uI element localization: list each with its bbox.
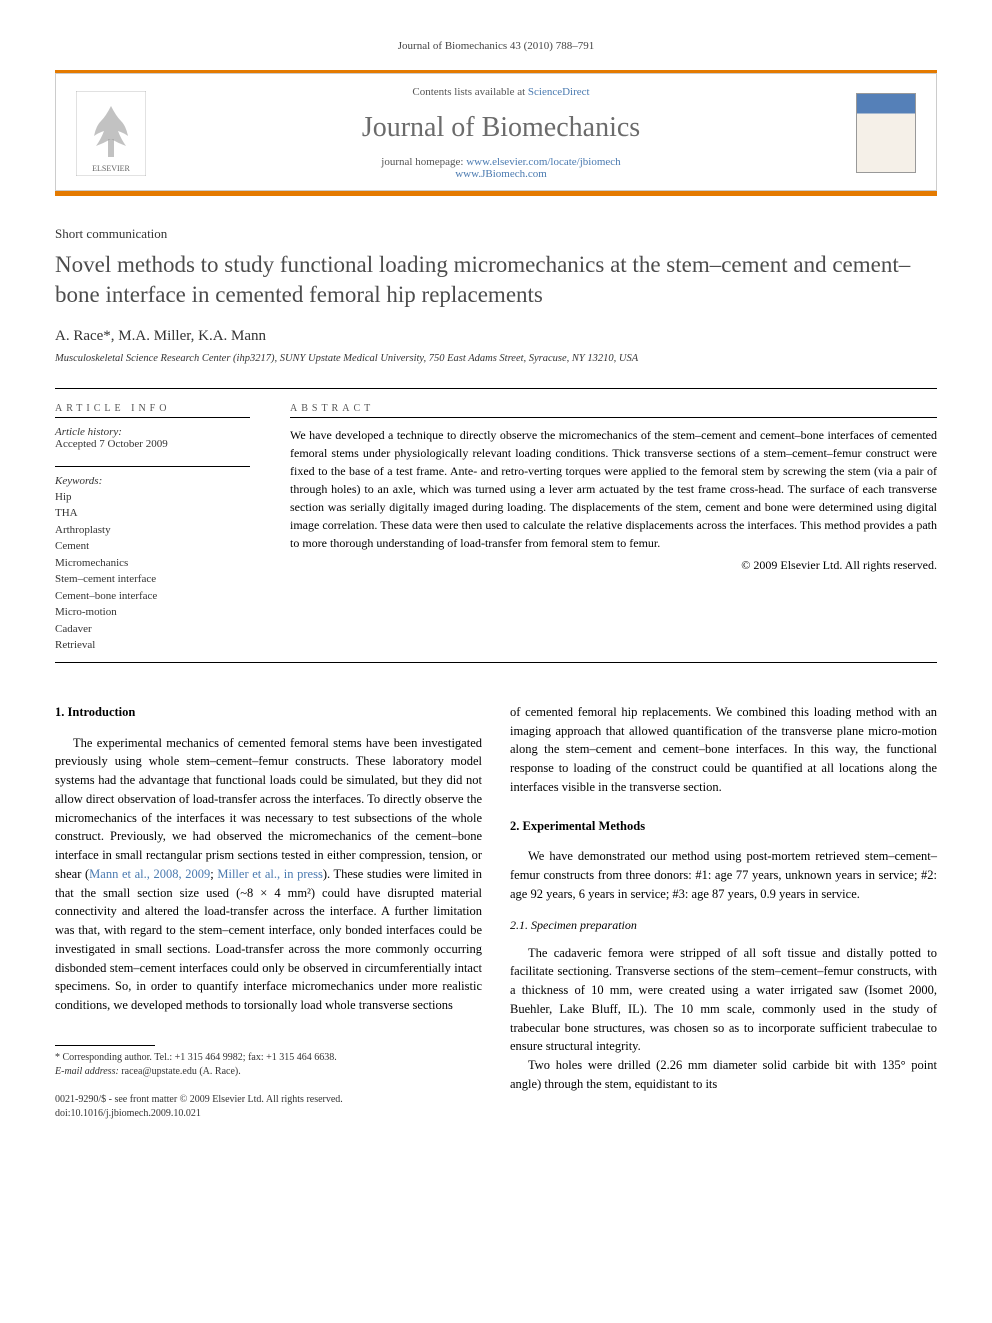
contents-prefix: Contents lists available at (412, 86, 527, 98)
authors-line: A. Race*, M.A. Miller, K.A. Mann (55, 328, 937, 345)
doi-line: doi:10.1016/j.jbiomech.2009.10.021 (55, 1107, 482, 1121)
abstract-heading: ABSTRACT (290, 403, 937, 414)
divider-line-2 (55, 662, 937, 663)
elsevier-logo: ELSEVIER (76, 91, 146, 176)
history-label: Article history: (55, 426, 250, 438)
info-abstract-row: ARTICLE INFO Article history: Accepted 7… (55, 389, 937, 654)
methods-paragraph-1: We have demonstrated our method using po… (510, 847, 937, 903)
footnote-tel-fax: * Corresponding author. Tel.: +1 315 464… (55, 1051, 482, 1065)
info-divider-2 (55, 466, 250, 467)
running-header: Journal of Biomechanics 43 (2010) 788–79… (55, 40, 937, 52)
journal-title: Journal of Biomechanics (164, 112, 838, 144)
abstract-column: ABSTRACT We have developed a technique t… (290, 389, 937, 654)
homepage-link-2[interactable]: www.JBiomech.com (455, 168, 547, 180)
body-two-columns: 1. Introduction The experimental mechani… (55, 703, 937, 1121)
citation-mann[interactable]: Mann et al., 2008, 2009 (89, 867, 210, 881)
article-info-sidebar: ARTICLE INFO Article history: Accepted 7… (55, 389, 250, 654)
citation-miller[interactable]: Miller et al., in press (217, 867, 322, 881)
journal-masthead: ELSEVIER Contents lists available at Sci… (55, 73, 937, 191)
info-divider (55, 417, 250, 418)
contents-available-line: Contents lists available at ScienceDirec… (164, 86, 838, 98)
footnote-email-line: E-mail address: racea@upstate.edu (A. Ra… (55, 1065, 482, 1079)
specimen-prep-p1: The cadaveric femora were stripped of al… (510, 944, 937, 1057)
intro-continuation: of cemented femoral hip replacements. We… (510, 703, 937, 797)
svg-text:ELSEVIER: ELSEVIER (92, 164, 130, 173)
footer-meta: 0021-9290/$ - see front matter © 2009 El… (55, 1093, 482, 1121)
specimen-prep-p2: Two holes were drilled (2.26 mm diameter… (510, 1056, 937, 1094)
front-matter-line: 0021-9290/$ - see front matter © 2009 El… (55, 1093, 482, 1107)
sciencedirect-link[interactable]: ScienceDirect (528, 86, 590, 98)
history-date: Accepted 7 October 2009 (55, 438, 250, 450)
homepage-link-1[interactable]: www.elsevier.com/locate/jbiomech (466, 156, 620, 168)
abstract-divider (290, 417, 937, 418)
abstract-text: We have developed a technique to directl… (290, 426, 937, 552)
homepage-prefix: journal homepage: (381, 156, 466, 168)
email-label: E-mail address: (55, 1066, 119, 1077)
email-address: racea@upstate.edu (A. Race). (119, 1066, 241, 1077)
bottom-accent-bar (55, 191, 937, 196)
right-column: of cemented femoral hip replacements. We… (510, 703, 937, 1121)
abstract-copyright: © 2009 Elsevier Ltd. All rights reserved… (290, 558, 937, 573)
article-info-heading: ARTICLE INFO (55, 403, 250, 414)
journal-cover-thumbnail (856, 93, 916, 173)
intro-paragraph: The experimental mechanics of cemented f… (55, 734, 482, 1015)
keywords-list: Hip THA Arthroplasty Cement Micromechani… (55, 489, 250, 654)
journal-center-block: Contents lists available at ScienceDirec… (164, 86, 838, 180)
section-1-heading: 1. Introduction (55, 703, 482, 722)
section-2-heading: 2. Experimental Methods (510, 817, 937, 836)
article-type: Short communication (55, 226, 937, 242)
left-column: 1. Introduction The experimental mechani… (55, 703, 482, 1121)
subsection-2-1-heading: 2.1. Specimen preparation (510, 916, 937, 934)
corresponding-author-footnote: * Corresponding author. Tel.: +1 315 464… (55, 1051, 482, 1079)
keywords-label: Keywords: (55, 475, 250, 487)
homepage-line: journal homepage: www.elsevier.com/locat… (164, 156, 838, 180)
footnote-separator (55, 1045, 155, 1046)
affiliation: Musculoskeletal Science Research Center … (55, 353, 937, 364)
article-title: Novel methods to study functional loadin… (55, 250, 937, 310)
